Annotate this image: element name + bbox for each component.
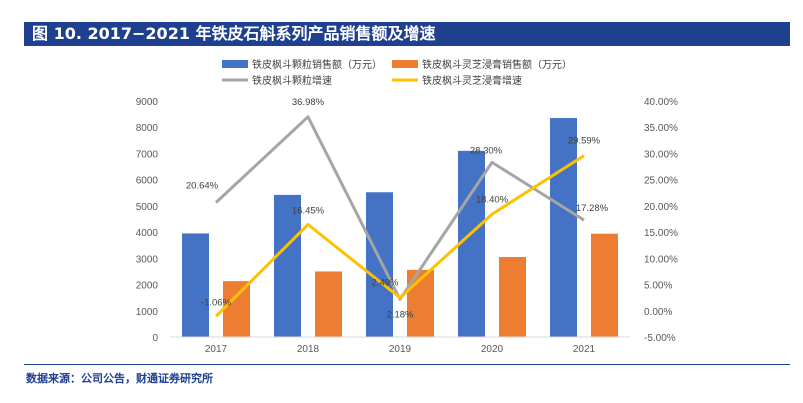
y-right-tick-label: -5.00% [644,333,676,344]
bar-extract-sales [315,271,342,337]
bar-extract-sales [591,233,618,337]
y-right-tick-label: 15.00% [644,228,678,239]
y-left-tick-label: 6000 [136,176,159,187]
bar-series [182,118,618,338]
y-left-tick-label: 7000 [136,149,159,160]
source-note: 数据来源：公司公告，财通证券研究所 [26,372,213,385]
x-tick-label: 2021 [573,344,596,355]
y-right-tick-label: 0.00% [644,307,672,318]
y-right-tick-label: 25.00% [644,176,678,187]
legend-label: 铁皮枫斗灵芝浸膏销售额（万元） [422,58,572,71]
y-axis-right: -5.00% 0.00% 5.00% 10.00% 15.00% 20.00% 25.00%… [644,97,678,344]
y-right-tick-label: 30.00% [644,149,678,160]
line-series [214,115,585,318]
bar-granule-sales [182,233,209,337]
data-label: 29.59% [568,136,601,147]
data-label: 20.64% [186,181,219,192]
data-label: 17.28% [576,203,609,214]
line-granule-growth [214,115,585,301]
y-right-tick-label: 35.00% [644,123,678,134]
bar-granule-sales [550,118,577,338]
y-left-tick-label: 8000 [136,123,159,134]
y-left-tick-label: 5000 [136,202,159,213]
data-label: 28.30% [470,145,503,156]
data-label: 18.40% [476,194,509,205]
legend-label: 铁皮枫斗颗粒销售额（万元） [252,58,382,71]
x-tick-label: 2018 [297,344,320,355]
legend: 铁皮枫斗颗粒销售额（万元） 铁皮枫斗灵芝浸膏销售额（万元） 铁皮枫斗颗粒增速 铁皮枫斗… [222,58,572,87]
data-label: 2.18% [387,309,414,320]
data-label: -1.06% [201,297,232,308]
legend-swatch [392,60,418,68]
figure-title: 图 10. 2017−2021 年铁皮石斛系列产品销售额及增速 [24,22,790,46]
bar-granule-sales [366,192,393,337]
y-left-tick-label: 4000 [136,228,159,239]
legend-label: 铁皮枫斗颗粒增速 [252,74,332,87]
x-tick-label: 2017 [205,344,228,355]
sales-growth-chart: 铁皮枫斗颗粒销售额（万元） 铁皮枫斗灵芝浸膏销售额（万元） 铁皮枫斗颗粒增速 铁皮枫斗… [136,58,678,355]
x-tick-label: 2019 [389,344,412,355]
legend-label: 铁皮枫斗灵芝浸膏增速 [422,74,522,87]
y-left-tick-label: 3000 [136,254,159,265]
y-right-tick-label: 20.00% [644,202,678,213]
x-tick-label: 2020 [481,344,504,355]
footer-rule [24,364,790,365]
y-right-tick-label: 10.00% [644,254,678,265]
line-extract-growth [214,154,585,318]
data-label: 36.98% [292,97,325,108]
y-left-tick-label: 9000 [136,97,159,108]
y-right-tick-label: 40.00% [644,97,678,108]
bar-extract-sales [223,281,250,337]
y-axis-left: 0 1000 2000 3000 4000 5000 6000 7000 8000 9000 [136,97,159,344]
data-labels: 20.64% 36.98% 2.18% 28.30% 17.28% -1.06% 16.45… [186,97,609,321]
y-right-tick-label: 5.00% [644,281,672,292]
data-label: 2.49% [372,278,399,289]
x-axis: 2017 2018 2019 2020 2021 [205,344,596,355]
legend-swatch [222,60,248,68]
y-left-tick-label: 1000 [136,307,159,318]
data-label: 16.45% [292,206,325,217]
y-left-tick-label: 2000 [136,281,159,292]
bar-extract-sales [499,257,526,337]
bar-granule-sales [274,194,301,337]
y-left-tick-label: 0 [152,333,158,344]
